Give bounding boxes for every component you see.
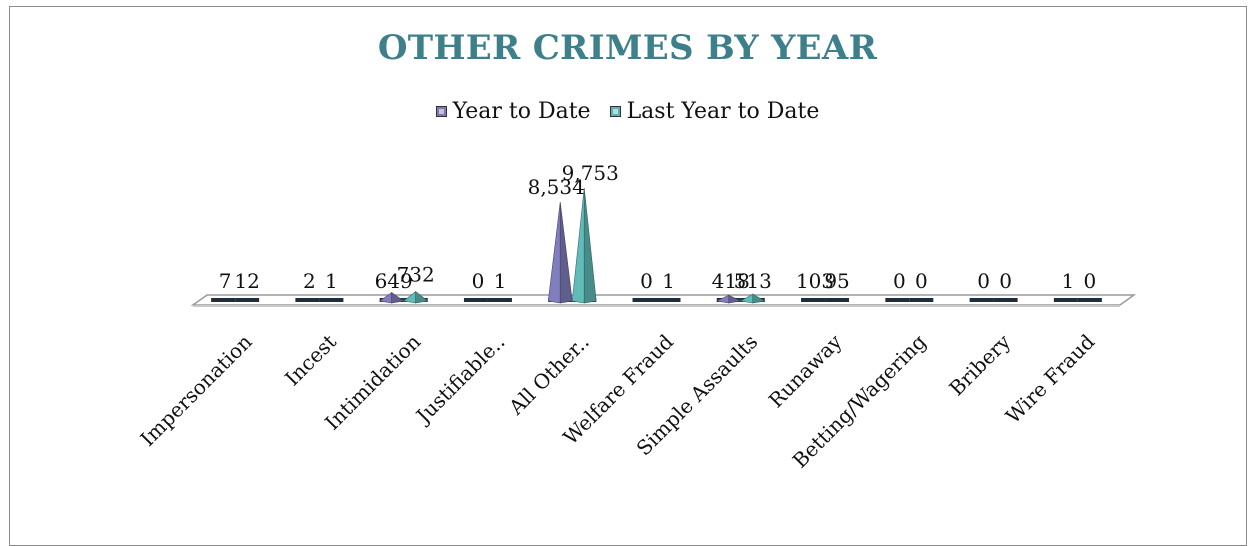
bar-cone-right-lytd-all-other (583, 187, 597, 304)
data-label-lytd-justifiable: 1 (494, 269, 507, 293)
category-label-impersonation: Impersonation (135, 329, 256, 450)
data-label-ytd-betting-wagering: 0 (893, 269, 906, 293)
bar-base-ytd-welfare-fraud (632, 298, 657, 302)
chart-legend: Year to Date Last Year to Date (0, 98, 1255, 124)
bar-cone-left-lytd-all-other (571, 187, 585, 304)
data-label-ytd-all-other: 8,534 (528, 175, 585, 199)
legend-label-year-to-date: Year to Date (452, 99, 591, 124)
bar-base-ytd-runaway (801, 298, 826, 302)
legend-swatch-last-year-to-date (609, 106, 621, 117)
bar-base-ytd-justifiable (463, 298, 488, 302)
category-label-justifiable: Justifiable.. (410, 330, 509, 429)
category-label-bribery: Bribery (944, 329, 1015, 400)
data-label-ytd-welfare-fraud: 0 (640, 269, 653, 293)
category-label-wire-fraud: Wire Fraud (1001, 329, 1100, 428)
bar-base-lytd-bribery (993, 298, 1018, 302)
category-label-incest: Incest (280, 330, 341, 391)
data-label-ytd-runaway: 103 (796, 269, 834, 293)
chart-title: OTHER CRIMES BY YEAR (377, 28, 878, 68)
data-label-ytd-impersonation: 7 (219, 269, 232, 293)
bar-base-ytd-wire-fraud (1053, 298, 1078, 302)
data-label-lytd-betting-wagering: 0 (915, 269, 928, 293)
bar-base-lytd-justifiable (487, 298, 512, 302)
data-label-lytd-intimidation: 732 (397, 263, 435, 287)
bar-cone-right-lytd-intimidation (415, 290, 429, 304)
data-label-lytd-incest: 1 (325, 269, 338, 293)
bar-base-ytd-impersonation (211, 298, 236, 302)
bar-base-lytd-runaway (825, 298, 850, 302)
category-label-all-other: All Other.. (503, 330, 593, 420)
data-label-ytd-bribery: 0 (977, 269, 990, 293)
bar-base-lytd-welfare-fraud (656, 298, 681, 302)
bar-cone-right-ytd-simple-assaults (728, 294, 742, 304)
bar-base-lytd-betting-wagering (909, 298, 934, 302)
bar-cone-right-ytd-all-other (559, 201, 573, 304)
bar-base-ytd-incest (295, 298, 320, 302)
data-label-lytd-runaway: 95 (824, 269, 849, 293)
bar-base-ytd-betting-wagering (885, 298, 910, 302)
bar-base-lytd-impersonation (235, 298, 260, 302)
bar-base-lytd-wire-fraud (1077, 298, 1102, 302)
data-label-ytd-incest: 2 (303, 269, 316, 293)
bar-cone-right-lytd-simple-assaults (752, 293, 766, 304)
data-label-ytd-wire-fraud: 1 (1061, 269, 1074, 293)
category-label-runaway: Runaway (764, 329, 847, 412)
legend-swatch-year-to-date (435, 106, 447, 117)
data-label-lytd-all-other: 9,753 (562, 161, 619, 185)
data-label-lytd-impersonation: 12 (234, 269, 259, 293)
bar-cone-left-ytd-all-other (547, 201, 561, 304)
chart-frame (9, 6, 1247, 546)
data-label-lytd-simple-assaults: 513 (734, 269, 772, 293)
data-label-lytd-welfare-fraud: 1 (662, 269, 675, 293)
data-label-ytd-simple-assaults: 418 (712, 269, 750, 293)
data-label-lytd-bribery: 0 (999, 269, 1012, 293)
data-label-ytd-intimidation: 649 (375, 269, 413, 293)
data-label-lytd-wire-fraud: 0 (1083, 269, 1096, 293)
data-label-ytd-justifiable: 0 (472, 269, 485, 293)
legend-label-last-year-to-date: Last Year to Date (626, 99, 820, 124)
legend-item-year-to-date: Year to Date (435, 99, 591, 124)
bar-cone-right-ytd-intimidation (391, 291, 405, 304)
bar-base-ytd-bribery (969, 298, 994, 302)
legend-item-last-year-to-date: Last Year to Date (609, 99, 820, 124)
bar-base-lytd-incest (319, 298, 344, 302)
